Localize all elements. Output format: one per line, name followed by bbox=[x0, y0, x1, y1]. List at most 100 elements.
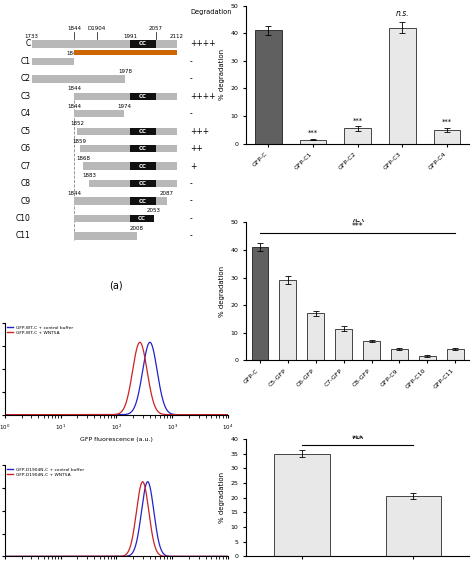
Text: C5: C5 bbox=[20, 126, 30, 135]
Bar bbox=[385, 496, 441, 556]
Bar bbox=[77, 128, 177, 135]
X-axis label: GFP fluorescence (a.u.): GFP fluorescence (a.u.) bbox=[80, 437, 153, 442]
Bar bbox=[89, 180, 177, 187]
Text: (c): (c) bbox=[351, 436, 364, 446]
Text: ***: *** bbox=[352, 435, 364, 444]
Text: 1868: 1868 bbox=[76, 156, 90, 161]
Text: (a): (a) bbox=[109, 280, 123, 290]
Bar bbox=[130, 162, 155, 170]
Text: C9: C9 bbox=[20, 197, 30, 206]
Text: 1844: 1844 bbox=[67, 26, 81, 31]
Text: ++: ++ bbox=[190, 144, 203, 153]
Text: CC: CC bbox=[139, 198, 147, 203]
Text: 1859: 1859 bbox=[73, 139, 87, 144]
Legend: GFP-D1904N-C + control buffer, GFP-D1904N-C + WNT5A: GFP-D1904N-C + control buffer, GFP-D1904… bbox=[7, 467, 85, 477]
Bar bbox=[363, 341, 380, 360]
Text: D1904: D1904 bbox=[88, 26, 106, 31]
Bar bbox=[344, 129, 371, 144]
Bar bbox=[252, 247, 268, 360]
Text: C10: C10 bbox=[16, 214, 30, 223]
Text: 1844: 1844 bbox=[67, 191, 81, 196]
Text: C3: C3 bbox=[20, 92, 30, 101]
Text: +: + bbox=[190, 162, 197, 171]
Text: C1: C1 bbox=[20, 57, 30, 66]
Text: -: - bbox=[190, 214, 193, 223]
Text: C11: C11 bbox=[16, 232, 30, 241]
Text: WRD 1844-2112: WRD 1844-2112 bbox=[105, 50, 146, 55]
Bar bbox=[389, 28, 416, 144]
Text: 1978: 1978 bbox=[118, 69, 132, 74]
Text: -: - bbox=[190, 74, 193, 83]
Bar bbox=[74, 215, 154, 222]
Text: -: - bbox=[190, 197, 193, 206]
Bar bbox=[274, 454, 330, 556]
Text: 1844: 1844 bbox=[67, 104, 81, 108]
Text: CC: CC bbox=[139, 129, 147, 134]
Y-axis label: % degradation: % degradation bbox=[219, 49, 225, 100]
Text: ***: *** bbox=[352, 222, 364, 231]
Bar bbox=[80, 145, 177, 152]
Text: +++: +++ bbox=[190, 126, 209, 135]
Text: 2057: 2057 bbox=[149, 26, 163, 31]
Bar bbox=[32, 40, 177, 48]
Bar bbox=[255, 30, 282, 144]
Bar bbox=[74, 50, 177, 55]
Text: (b): (b) bbox=[351, 219, 365, 229]
Text: 1844: 1844 bbox=[67, 87, 81, 91]
Bar bbox=[391, 350, 408, 360]
Text: CC: CC bbox=[139, 164, 147, 169]
Bar bbox=[130, 215, 154, 222]
Text: CC: CC bbox=[139, 181, 147, 186]
Text: ++++: ++++ bbox=[190, 92, 216, 101]
Bar bbox=[32, 58, 73, 65]
Text: ***: *** bbox=[353, 117, 363, 124]
Text: C2: C2 bbox=[20, 74, 30, 83]
Y-axis label: % degradation: % degradation bbox=[219, 472, 225, 523]
Bar bbox=[300, 139, 326, 144]
Text: 2008: 2008 bbox=[130, 226, 144, 231]
Text: CC: CC bbox=[138, 216, 146, 221]
Text: ***: *** bbox=[308, 130, 318, 136]
Text: C7: C7 bbox=[20, 162, 30, 171]
Bar bbox=[74, 93, 177, 100]
Y-axis label: % degradation: % degradation bbox=[219, 266, 225, 317]
Bar bbox=[307, 314, 324, 360]
Text: 2087: 2087 bbox=[160, 191, 174, 196]
Text: n.s.: n.s. bbox=[395, 9, 409, 18]
Text: -: - bbox=[190, 109, 193, 118]
Bar bbox=[419, 356, 436, 360]
Text: 1733: 1733 bbox=[25, 34, 38, 39]
Bar bbox=[130, 40, 155, 48]
Bar bbox=[74, 232, 137, 239]
Bar bbox=[335, 329, 352, 360]
Text: 1843: 1843 bbox=[67, 51, 81, 56]
Bar bbox=[130, 180, 155, 187]
Text: ++++: ++++ bbox=[190, 39, 216, 48]
Bar bbox=[83, 162, 177, 170]
Text: CC: CC bbox=[139, 146, 147, 151]
Bar bbox=[447, 350, 464, 360]
Text: C8: C8 bbox=[20, 179, 30, 188]
Bar bbox=[32, 75, 126, 83]
Bar bbox=[74, 110, 124, 117]
Bar bbox=[434, 130, 460, 144]
Bar bbox=[130, 128, 155, 135]
Text: 2112: 2112 bbox=[170, 34, 184, 39]
Text: 2053: 2053 bbox=[147, 209, 161, 214]
Text: 1974: 1974 bbox=[117, 104, 131, 108]
Text: C4: C4 bbox=[20, 109, 30, 118]
Text: -: - bbox=[190, 179, 193, 188]
Text: ***: *** bbox=[442, 119, 452, 125]
Text: 1991: 1991 bbox=[123, 34, 137, 39]
Text: CC: CC bbox=[139, 42, 147, 47]
Legend: GFP-WT-C + control buffer, GFP-WT-C + WNT5A: GFP-WT-C + control buffer, GFP-WT-C + WN… bbox=[7, 325, 74, 336]
Text: C6: C6 bbox=[20, 144, 30, 153]
Bar bbox=[74, 197, 167, 205]
Text: CC: CC bbox=[139, 94, 147, 99]
Bar bbox=[280, 280, 296, 360]
Text: -: - bbox=[190, 57, 193, 66]
Bar bbox=[130, 93, 155, 100]
Text: C: C bbox=[25, 39, 30, 48]
Bar bbox=[130, 197, 155, 205]
Text: Degradation: Degradation bbox=[190, 9, 232, 15]
